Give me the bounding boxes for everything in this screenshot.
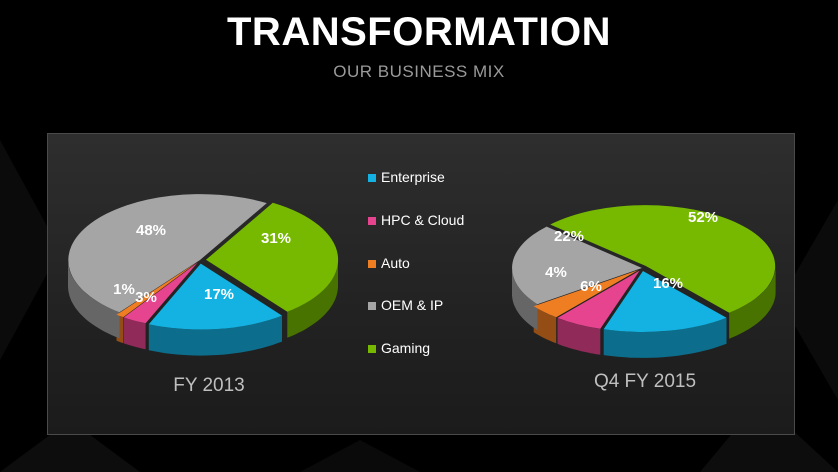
legend-label-hpc-cloud: HPC & Cloud: [381, 212, 465, 228]
legend-swatch-hpc-cloud: [368, 217, 376, 225]
slice-side-gaming: [729, 265, 776, 339]
slice-gaming: [550, 205, 776, 313]
data-label-hpc-cloud: 3%: [135, 289, 157, 306]
chart-title: Q4 FY 2015: [594, 371, 696, 392]
slice-oem-ip: [512, 226, 642, 305]
slice-gaming: [205, 202, 339, 312]
legend-swatch-auto: [368, 260, 376, 268]
data-label-auto: 1%: [113, 281, 135, 298]
data-label-gaming: 52%: [688, 209, 718, 226]
legend-label-gaming: Gaming: [381, 340, 431, 356]
legend-item-hpc-cloud: HPC & Cloud: [368, 211, 528, 231]
page-subtitle: OUR BUSINESS MIX: [333, 62, 505, 81]
legend-label-auto: Auto: [381, 255, 410, 271]
data-label-auto: 4%: [545, 264, 567, 281]
slice-side-enterprise: [603, 317, 727, 358]
legend-item-enterprise: Enterprise: [368, 168, 528, 188]
slice-hpc-cloud: [557, 270, 640, 329]
slice-side-gaming: [287, 259, 338, 338]
legend-label-enterprise: Enterprise: [381, 169, 445, 185]
chart-title: FY 2013: [173, 375, 244, 396]
slice-side-enterprise: [148, 315, 282, 356]
data-label-enterprise: 17%: [204, 286, 234, 303]
pie-chart-2: 16% 6% 4% 22% 52% Q4 FY 2015: [512, 205, 776, 392]
slice-side-hpc-cloud: [557, 317, 601, 355]
slice-side-hpc-cloud: [123, 317, 146, 350]
slice-enterprise: [603, 270, 727, 332]
slice-oem-ip: [68, 194, 267, 313]
pie-chart-1: 17% 3%1% 48% 31% FY 2013: [68, 194, 339, 396]
legend-item-auto: Auto: [368, 254, 528, 274]
legend-item-gaming: Gaming: [368, 339, 528, 359]
slice-enterprise: [148, 263, 282, 330]
data-label-gaming: 31%: [261, 230, 291, 247]
slice-auto: [533, 270, 639, 318]
slice-hpc-cloud: [123, 262, 198, 324]
legend-swatch-gaming: [368, 345, 376, 353]
legend-item-oem-ip: OEM & IP: [368, 296, 528, 316]
slice-auto: [116, 262, 198, 318]
legend-label-oem-ip: OEM & IP: [381, 297, 444, 313]
page-title: TRANSFORMATION: [227, 10, 611, 54]
data-label-hpc-cloud: 6%: [580, 278, 602, 295]
slice-side-oem-ip: [512, 268, 538, 331]
slice-side-auto: [533, 306, 557, 344]
data-label-oem-ip: 22%: [554, 228, 584, 245]
legend-swatch-oem-ip: [368, 302, 376, 310]
slice-side-oem-ip: [68, 260, 120, 339]
legend-swatch-enterprise: [368, 174, 376, 182]
data-label-enterprise: 16%: [653, 275, 683, 292]
data-label-oem-ip: 48%: [136, 222, 166, 239]
